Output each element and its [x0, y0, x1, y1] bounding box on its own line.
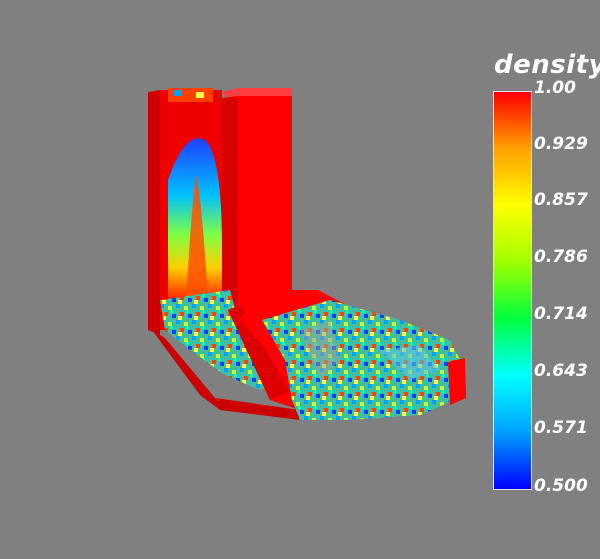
column-right-side [222, 96, 238, 320]
column-right-top [222, 88, 292, 100]
legend-tick: 0.643 [534, 361, 588, 381]
color-bar [493, 91, 532, 490]
column-right-front [228, 96, 292, 320]
legend-tick: 0.857 [534, 190, 588, 210]
legend-tick: 0.786 [534, 247, 588, 267]
legend-tick: 0.929 [534, 134, 588, 154]
shell-bottom-band [152, 330, 300, 420]
legend-title: density [494, 50, 600, 80]
legend-tick-max: 1.00 [534, 78, 576, 98]
legend-tick-min: 0.500 [534, 476, 588, 496]
legend-tick: 0.714 [534, 304, 588, 324]
legend-tick: 0.571 [534, 418, 588, 438]
shell-left-wall [148, 90, 160, 335]
arm-end-cap [448, 358, 466, 405]
